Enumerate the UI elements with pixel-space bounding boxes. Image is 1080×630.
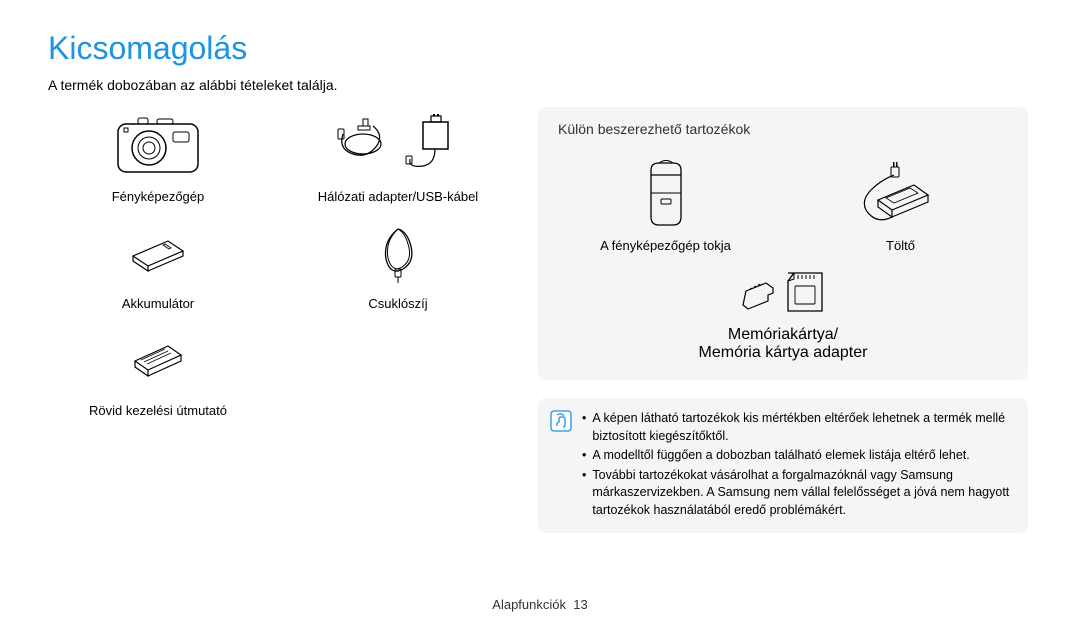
case-icon (641, 151, 691, 236)
item-label: Fényképezőgép (112, 189, 205, 204)
note-item: A képen látható tartozékok kis mértékben… (582, 410, 1014, 445)
note-item: A modelltől függően a dobozban található… (582, 447, 1014, 465)
content-row: Fényképezőgép (48, 107, 1032, 533)
item-charger: Töltő (793, 151, 1008, 253)
item-battery: Akkumulátor (48, 214, 268, 311)
item-adapter-cable: Hálózati adapter/USB-kábel (288, 107, 508, 204)
info-icon (550, 410, 572, 432)
page-footer: Alapfunkciók 13 (0, 597, 1080, 612)
optional-title: Külön beszerezhető tartozékok (558, 121, 1008, 137)
manual-icon (123, 321, 193, 401)
item-label: Töltő (886, 238, 915, 253)
item-label: Hálózati adapter/USB-kábel (318, 189, 478, 204)
optional-accessories-box: Külön beszerezhető tartozékok A fényképe… (538, 107, 1028, 380)
item-case: A fényképezőgép tokja (558, 151, 773, 253)
item-camera: Fényképezőgép (48, 107, 268, 204)
subtitle: A termék dobozában az alábbi tételeket t… (48, 77, 1032, 93)
note-item: További tartozékokat vásárolhat a forgal… (582, 467, 1014, 520)
battery-icon (123, 214, 193, 294)
footer-section: Alapfunkciók (492, 597, 566, 612)
item-label: Akkumulátor (122, 296, 194, 311)
right-column: Külön beszerezhető tartozékok A fényképe… (538, 107, 1028, 533)
item-label: A fényképezőgép tokja (600, 238, 731, 253)
item-manual: Rövid kezelési útmutató (48, 321, 268, 418)
included-column: Fényképezőgép (48, 107, 508, 533)
footer-page: 13 (573, 597, 587, 612)
item-label: Csuklószíj (368, 296, 427, 311)
adapter-cable-icon (328, 107, 468, 187)
item-memory: Memóriakártya/ Memória kártya adapter (558, 261, 1008, 362)
note-box: A képen látható tartozékok kis mértékben… (538, 398, 1028, 533)
charger-icon (856, 151, 946, 236)
strap-icon (368, 214, 428, 294)
camera-icon (113, 107, 203, 187)
included-grid: Fényképezőgép (48, 107, 508, 418)
note-list: A képen látható tartozékok kis mértékben… (582, 410, 1014, 521)
memory-card-icon (728, 261, 838, 326)
item-strap: Csuklószíj (288, 214, 508, 311)
page-title: Kicsomagolás (48, 30, 1032, 67)
item-label: Rövid kezelési útmutató (89, 403, 227, 418)
item-label: Memóriakártya/ Memória kártya adapter (699, 326, 868, 362)
optional-grid: A fényképezőgép tokja (558, 151, 1008, 362)
